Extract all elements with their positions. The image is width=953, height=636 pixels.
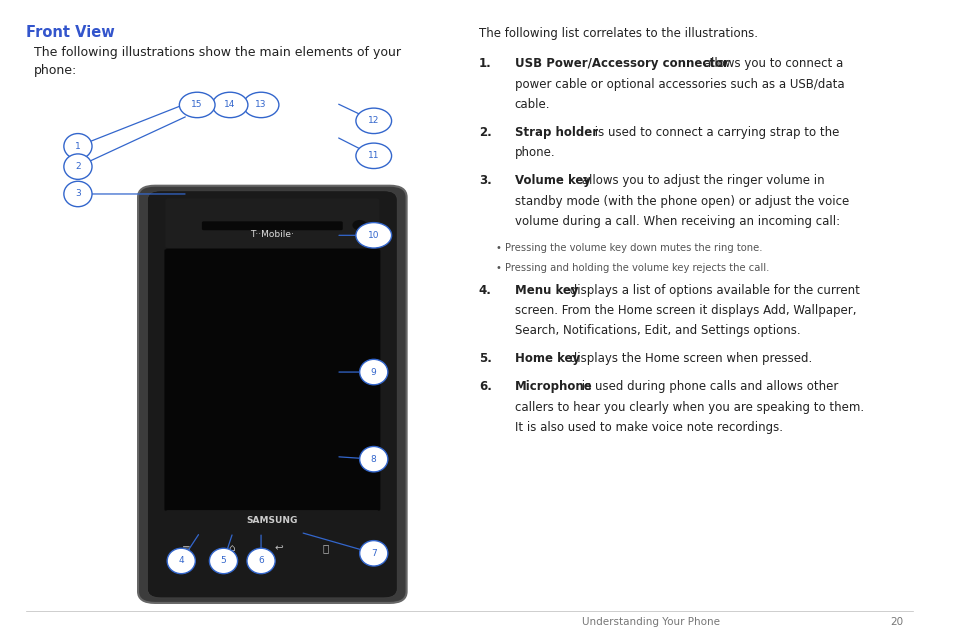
Text: • Pressing the volume key down mutes the ring tone.: • Pressing the volume key down mutes the… bbox=[496, 243, 761, 253]
Text: The following list correlates to the illustrations.: The following list correlates to the ill… bbox=[478, 27, 757, 39]
Circle shape bbox=[353, 221, 366, 230]
Text: allows you to connect a: allows you to connect a bbox=[700, 57, 842, 70]
Text: ↩: ↩ bbox=[274, 543, 283, 553]
Text: SAMSUNG: SAMSUNG bbox=[247, 516, 297, 525]
Ellipse shape bbox=[64, 181, 91, 207]
Ellipse shape bbox=[64, 134, 91, 159]
Text: 2: 2 bbox=[75, 162, 81, 171]
FancyBboxPatch shape bbox=[164, 249, 380, 511]
Text: 4: 4 bbox=[178, 556, 184, 565]
Text: It is also used to make voice note recordings.: It is also used to make voice note recor… bbox=[514, 421, 781, 434]
Ellipse shape bbox=[355, 223, 391, 248]
Text: cable.: cable. bbox=[514, 98, 550, 111]
Text: 7: 7 bbox=[371, 549, 376, 558]
Text: Home key: Home key bbox=[514, 352, 579, 365]
Text: Strap holder: Strap holder bbox=[514, 126, 598, 139]
Text: is used to connect a carrying strap to the: is used to connect a carrying strap to t… bbox=[591, 126, 839, 139]
Text: Search, Notifications, Edit, and Settings options.: Search, Notifications, Edit, and Setting… bbox=[514, 324, 800, 337]
Text: 20: 20 bbox=[889, 617, 902, 627]
Ellipse shape bbox=[210, 548, 237, 574]
Text: 5.: 5. bbox=[478, 352, 492, 365]
Text: 1: 1 bbox=[75, 142, 81, 151]
Ellipse shape bbox=[359, 359, 388, 385]
Text: ≡: ≡ bbox=[181, 543, 190, 553]
Ellipse shape bbox=[355, 108, 391, 134]
Text: T··Mobile·: T··Mobile· bbox=[250, 230, 294, 238]
Text: 6: 6 bbox=[258, 556, 264, 565]
Ellipse shape bbox=[355, 143, 391, 169]
Ellipse shape bbox=[359, 446, 388, 472]
Text: callers to hear you clearly when you are speaking to them.: callers to hear you clearly when you are… bbox=[514, 401, 862, 413]
Text: 14: 14 bbox=[224, 100, 235, 109]
Text: Understanding Your Phone: Understanding Your Phone bbox=[581, 617, 720, 627]
Text: Menu key: Menu key bbox=[514, 284, 578, 296]
Text: 5: 5 bbox=[220, 556, 226, 565]
Ellipse shape bbox=[64, 154, 91, 179]
Text: volume during a call. When receiving an incoming call:: volume during a call. When receiving an … bbox=[514, 215, 839, 228]
FancyBboxPatch shape bbox=[165, 198, 379, 248]
FancyBboxPatch shape bbox=[165, 510, 379, 568]
Text: Front View: Front View bbox=[27, 25, 115, 41]
Text: 1.: 1. bbox=[478, 57, 491, 70]
Ellipse shape bbox=[359, 541, 388, 566]
Ellipse shape bbox=[243, 92, 278, 118]
Ellipse shape bbox=[247, 548, 274, 574]
Text: phone.: phone. bbox=[514, 146, 555, 159]
Ellipse shape bbox=[212, 92, 248, 118]
Text: 13: 13 bbox=[255, 100, 267, 109]
Text: 12: 12 bbox=[368, 116, 379, 125]
Ellipse shape bbox=[167, 548, 195, 574]
Text: 10: 10 bbox=[368, 231, 379, 240]
Text: 9: 9 bbox=[371, 368, 376, 377]
Text: 2.: 2. bbox=[478, 126, 491, 139]
Text: displays a list of options available for the current: displays a list of options available for… bbox=[565, 284, 859, 296]
Text: 8: 8 bbox=[371, 455, 376, 464]
Text: power cable or optional accessories such as a USB/data: power cable or optional accessories such… bbox=[514, 78, 843, 90]
Text: ⌕: ⌕ bbox=[322, 543, 329, 553]
Text: 4.: 4. bbox=[478, 284, 492, 296]
Text: USB Power/Accessory connector: USB Power/Accessory connector bbox=[514, 57, 728, 70]
Text: screen. From the Home screen it displays Add, Wallpaper,: screen. From the Home screen it displays… bbox=[514, 304, 855, 317]
Text: Microphone: Microphone bbox=[514, 380, 592, 393]
Text: • Pressing and holding the volume key rejects the call.: • Pressing and holding the volume key re… bbox=[496, 263, 768, 273]
Text: displays the Home screen when pressed.: displays the Home screen when pressed. bbox=[565, 352, 811, 365]
Ellipse shape bbox=[179, 92, 214, 118]
Text: 3: 3 bbox=[75, 190, 81, 198]
Text: standby mode (with the phone open) or adjust the voice: standby mode (with the phone open) or ad… bbox=[514, 195, 848, 207]
FancyBboxPatch shape bbox=[148, 191, 396, 598]
Text: The following illustrations show the main elements of your
phone:: The following illustrations show the mai… bbox=[33, 46, 400, 77]
Text: allows you to adjust the ringer volume in: allows you to adjust the ringer volume i… bbox=[578, 174, 824, 187]
Text: 15: 15 bbox=[192, 100, 203, 109]
Text: Volume key: Volume key bbox=[514, 174, 590, 187]
Text: 6.: 6. bbox=[478, 380, 492, 393]
FancyBboxPatch shape bbox=[138, 186, 406, 603]
Text: 11: 11 bbox=[368, 151, 379, 160]
Text: ⌂: ⌂ bbox=[229, 543, 235, 553]
Text: is used during phone calls and allows other: is used during phone calls and allows ot… bbox=[578, 380, 838, 393]
Text: 3.: 3. bbox=[478, 174, 491, 187]
FancyBboxPatch shape bbox=[202, 221, 342, 230]
